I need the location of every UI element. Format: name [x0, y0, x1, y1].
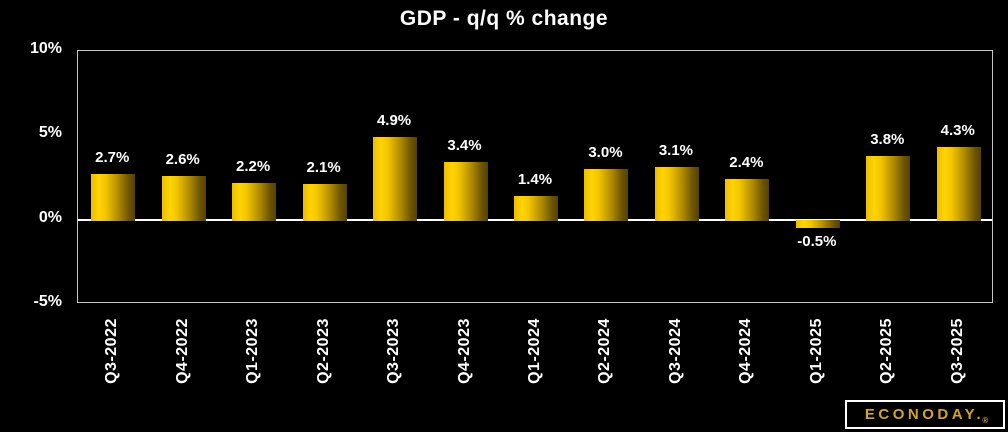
bar-Q3-2023: [373, 137, 418, 221]
bar-value-label: 3.4%: [447, 137, 482, 155]
y-tick-label: -5%: [33, 293, 62, 310]
x-tick-label: Q3-2022: [72, 311, 152, 391]
x-tick-text: Q4-2022: [173, 318, 191, 384]
bar-value-label: 3.1%: [658, 142, 694, 160]
x-tick-text: Q3-2025: [948, 318, 966, 384]
x-tick-text: Q3-2023: [385, 318, 403, 384]
y-tick-label: 0%: [38, 208, 62, 226]
registered-trademark-icon: ®: [982, 416, 989, 425]
x-tick-label: Q1-2023: [213, 311, 293, 391]
x-tick-label: Q3-2024: [636, 311, 716, 391]
bar-value-label: 1.4%: [517, 171, 553, 189]
x-tick-text: Q1-2024: [526, 318, 543, 384]
x-tick-text: Q3-2024: [666, 318, 684, 384]
x-tick-label: Q1-2025: [777, 311, 857, 391]
logo-text: ECONODAY.: [864, 406, 985, 423]
bar-Q2-2024: [584, 169, 629, 221]
bar-value-label: 3.0%: [588, 144, 623, 162]
bar-Q2-2025: [866, 155, 911, 221]
bar-Q3-2024: [654, 167, 699, 221]
y-tick-label: 5%: [38, 124, 62, 142]
bar-value-label: 2.1%: [306, 159, 341, 177]
x-tick-text: Q2-2024: [596, 318, 614, 384]
plot-area: [77, 50, 993, 303]
x-tick-text: Q4-2024: [737, 318, 755, 384]
x-tick-text: Q2-2023: [314, 318, 332, 384]
bar-Q4-2024: [725, 179, 770, 221]
bar-value-label: 4.9%: [376, 112, 412, 130]
x-tick-text: Q2-2025: [878, 318, 896, 384]
x-tick-label: Q4-2024: [706, 311, 786, 391]
bar-Q2-2023: [302, 184, 347, 221]
x-tick-text: Q1-2023: [244, 318, 262, 384]
x-tick-text: Q4-2023: [455, 318, 473, 384]
bar-Q1-2023: [232, 182, 277, 221]
bar-value-label: -0.5%: [797, 233, 837, 251]
bar-Q4-2022: [161, 175, 206, 221]
x-tick-text: Q3-2022: [103, 318, 121, 384]
bar-value-label: 2.4%: [729, 154, 764, 172]
x-tick-label: Q4-2022: [143, 311, 223, 391]
bar-value-label: 4.3%: [940, 122, 975, 140]
x-tick-label: Q2-2025: [847, 311, 927, 391]
bar-value-label: 2.6%: [165, 150, 200, 168]
econoday-logo: ECONODAY. ®: [845, 400, 1005, 429]
x-tick-label: Q3-2023: [354, 311, 434, 391]
y-tick-label: 10%: [29, 40, 62, 57]
x-tick-label: Q2-2024: [565, 311, 645, 391]
bar-Q4-2023: [443, 162, 488, 221]
x-tick-label: Q1-2024: [495, 311, 575, 391]
bar-value-label: 2.2%: [236, 157, 271, 175]
bar-Q3-2022: [91, 174, 136, 221]
bar-value-label: 3.8%: [870, 130, 905, 148]
bar-Q1-2024: [514, 196, 558, 221]
bar-Q1-2025: [795, 219, 840, 229]
x-tick-text: Q1-2025: [807, 318, 825, 384]
bar-Q3-2025: [936, 147, 981, 221]
x-tick-label: Q2-2023: [284, 311, 364, 391]
x-tick-label: Q3-2025: [918, 311, 998, 391]
bar-value-label: 2.7%: [95, 149, 130, 167]
chart-title: GDP - q/q % change: [399, 7, 609, 30]
x-tick-label: Q4-2023: [425, 311, 505, 391]
